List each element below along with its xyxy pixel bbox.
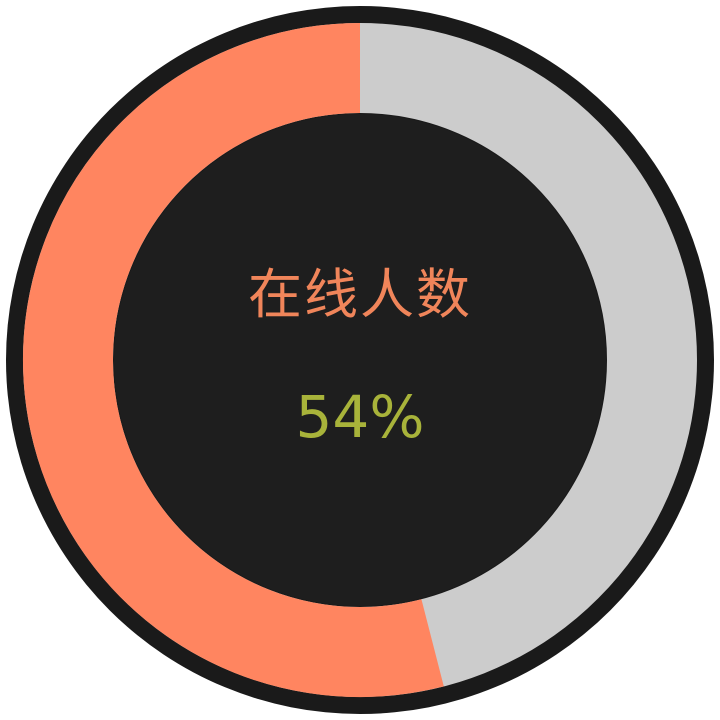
gauge-label: 在线人数 (248, 263, 472, 326)
gauge-filled-arc (23, 23, 444, 697)
gauge-center-disc (114, 114, 606, 606)
gauge-value: 54% (295, 383, 425, 451)
